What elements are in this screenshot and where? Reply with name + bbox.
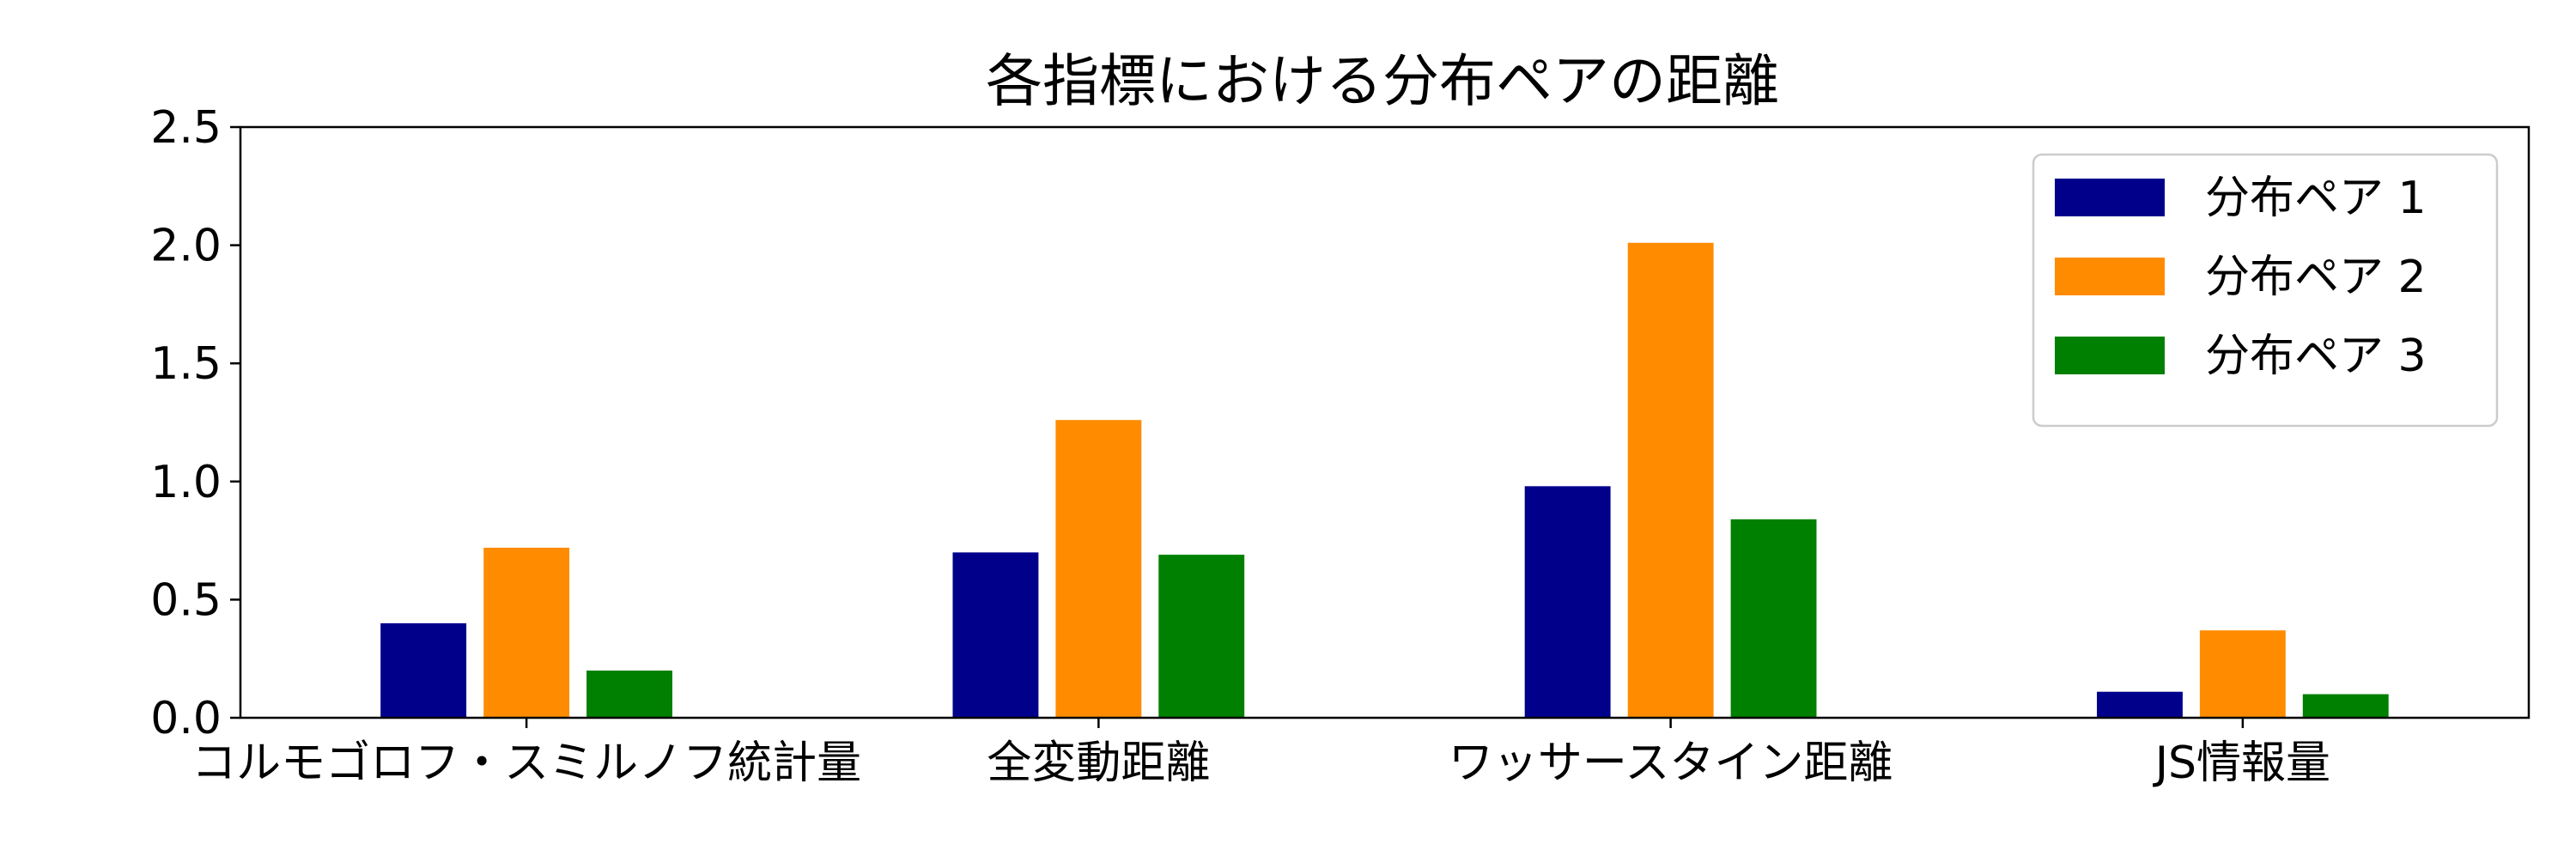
bar-series-3-category-1 (586, 671, 672, 718)
chart-title: 各指標における分布ペアの距離 (986, 48, 1779, 114)
bar-series-3-category-3 (1730, 519, 1817, 718)
plot-frame (239, 125, 2530, 719)
x-tick-label: ワッサースタイン距離 (1449, 738, 1893, 789)
x-axis: コルモゴロフ・スミルノフ統計量 全変動距離 ワッサースタイン距離 JS情報量 (191, 718, 2330, 789)
legend: 分布ペア 1 分布ペア 2 分布ペア 3 (2032, 153, 2499, 428)
bar-series-1-category-4 (2097, 691, 2183, 718)
bar-series-1-category-2 (952, 552, 1039, 718)
legend-label-1: 分布ペア 1 (2205, 173, 2427, 224)
y-axis: 0.0 0.5 1.0 1.5 2.0 2.5 (150, 102, 240, 744)
legend-swatch-3 (2055, 337, 2165, 374)
bar-series-2-category-4 (2199, 630, 2286, 718)
bar-series-2-category-1 (483, 547, 570, 718)
legend-swatch-2 (2055, 258, 2165, 295)
y-tick-label: 1.5 (150, 338, 222, 390)
bar-series-2-category-2 (1055, 420, 1142, 718)
bars-layer (380, 242, 2389, 718)
y-tick-label: 2.5 (150, 102, 222, 154)
x-tick-label: コルモゴロフ・スミルノフ統計量 (191, 738, 861, 789)
x-tick-label: 全変動距離 (987, 738, 1210, 789)
legend-label-3: 分布ペア 3 (2205, 331, 2427, 382)
bar-series-3-category-4 (2302, 694, 2389, 718)
y-tick-label: 0.0 (150, 693, 222, 744)
y-tick-label: 2.0 (150, 221, 222, 272)
legend-label-2: 分布ペア 2 (2205, 252, 2427, 303)
x-tick-label: JS情報量 (2153, 738, 2330, 789)
legend-swatch-1 (2055, 179, 2165, 216)
bar-series-1-category-1 (380, 622, 467, 718)
y-tick-label: 1.0 (150, 457, 222, 508)
bar-series-3-category-2 (1158, 555, 1245, 718)
bar-series-2-category-3 (1627, 242, 1714, 718)
bar-series-1-category-3 (1524, 486, 1611, 718)
y-tick-label: 0.5 (150, 574, 222, 626)
